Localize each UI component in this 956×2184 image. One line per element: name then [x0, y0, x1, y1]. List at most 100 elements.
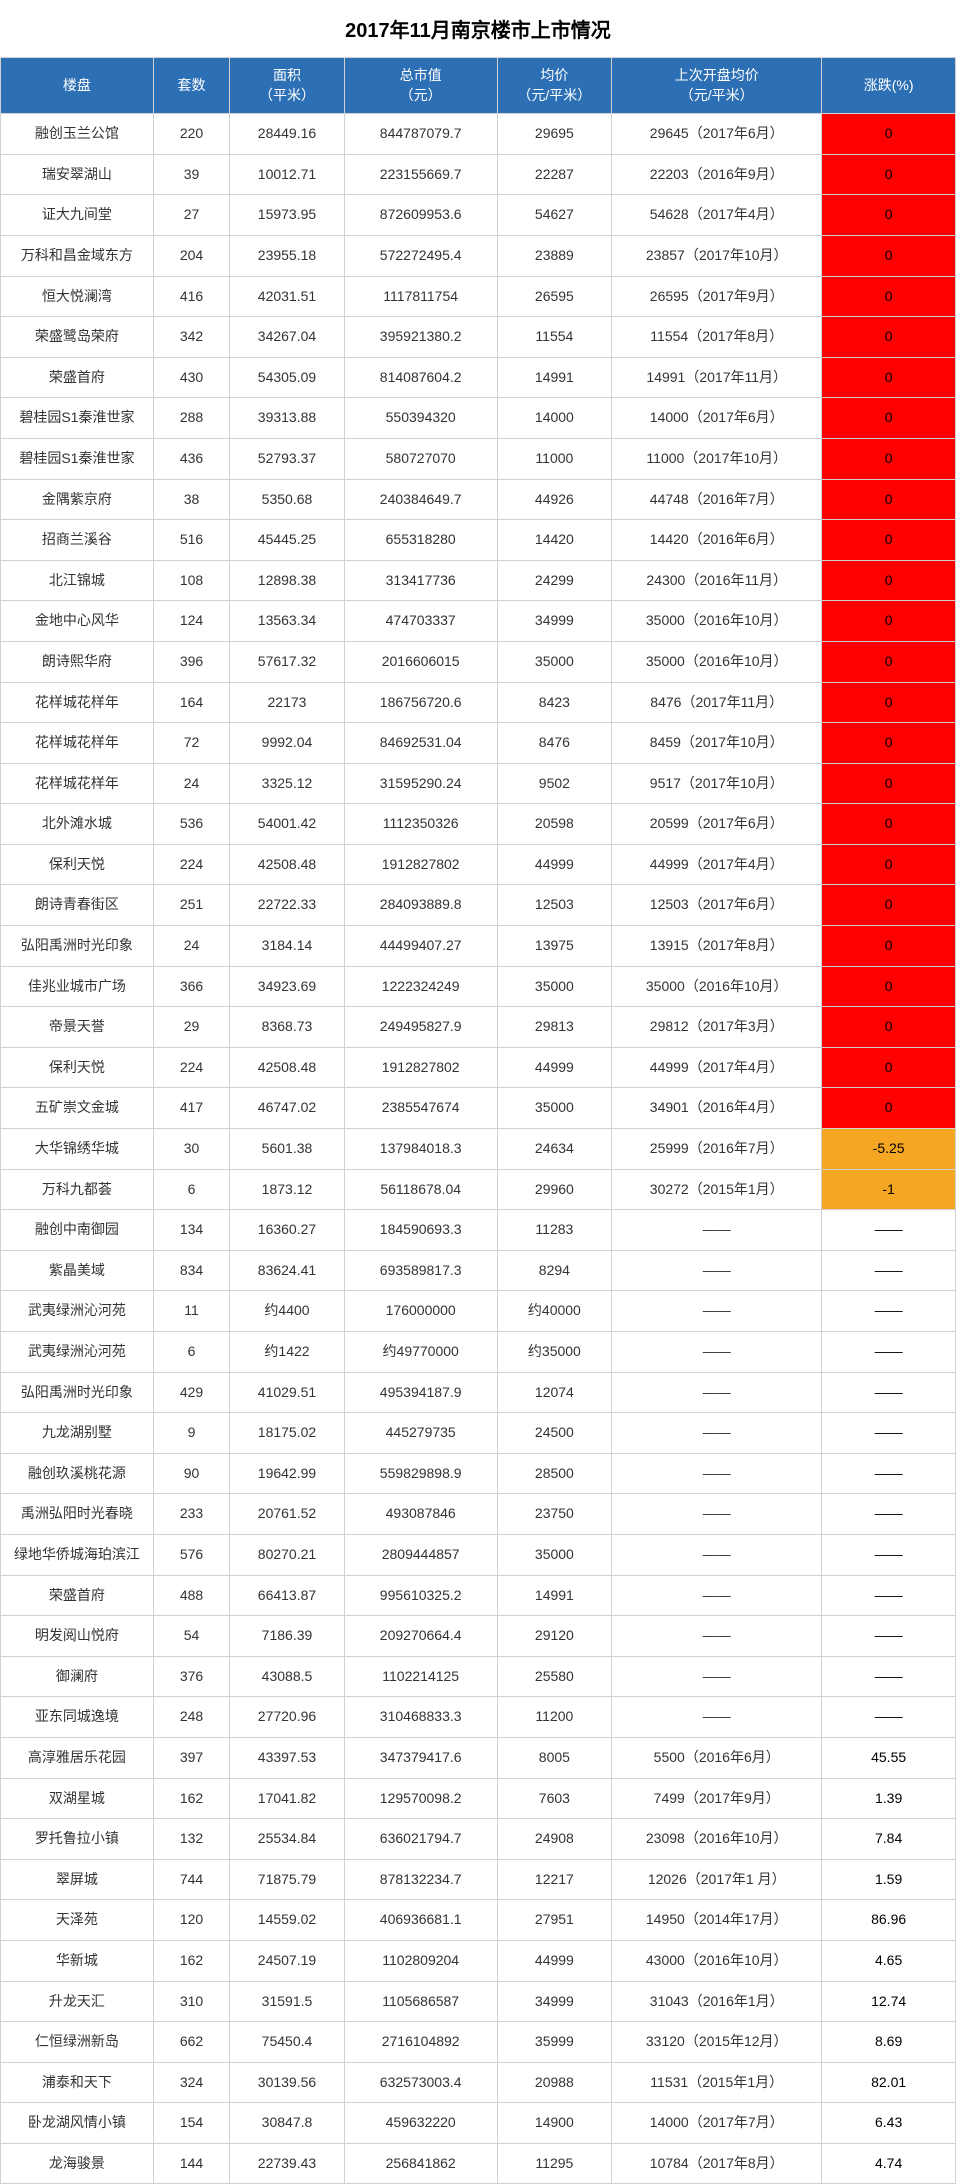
table-row: 朗诗青春街区25122722.33284093889.81250312503（2… — [1, 885, 956, 926]
cell-count: 24 — [153, 763, 229, 804]
table-row: 瑞安翠湖山3910012.71223155669.72228722203（201… — [1, 154, 956, 195]
cell-change: 0 — [822, 926, 956, 967]
cell-avg: 35999 — [497, 2022, 612, 2063]
cell-total: 878132234.7 — [344, 1859, 497, 1900]
cell-avg: 14000 — [497, 398, 612, 439]
cell-name: 弘阳禹洲时光印象 — [1, 926, 154, 967]
cell-change: 86.96 — [822, 1900, 956, 1941]
cell-name: 金地中心风华 — [1, 601, 154, 642]
table-row: 保利天悦22442508.4819128278024499944999（2017… — [1, 844, 956, 885]
table-row: 荣盛首府43054305.09814087604.21499114991（201… — [1, 357, 956, 398]
cell-avg: 35000 — [497, 1534, 612, 1575]
cell-count: 134 — [153, 1210, 229, 1251]
table-row: 北外滩水城53654001.4211123503262059820599（201… — [1, 804, 956, 845]
cell-area: 20761.52 — [230, 1494, 345, 1535]
cell-avg: 54627 — [497, 195, 612, 236]
cell-total: 184590693.3 — [344, 1210, 497, 1251]
cell-total: 240384649.7 — [344, 479, 497, 520]
cell-name: 绿地华侨城海珀滨江 — [1, 1534, 154, 1575]
table-row: 万科和昌金域东方20423955.18572272495.42388923857… — [1, 235, 956, 276]
cell-last: 29645（2017年6月） — [612, 114, 822, 155]
table-row: 卧龙湖风情小镇15430847.84596322201490014000（201… — [1, 2103, 956, 2144]
cell-count: 396 — [153, 641, 229, 682]
cell-total: 347379417.6 — [344, 1737, 497, 1778]
table-row: 御澜府37643088.5110221412525580———— — [1, 1656, 956, 1697]
cell-total: 176000000 — [344, 1291, 497, 1332]
cell-area: 34923.69 — [230, 966, 345, 1007]
cell-name: 亚东同城逸境 — [1, 1697, 154, 1738]
table-row: 北江锦城10812898.383134177362429924300（2016年… — [1, 560, 956, 601]
cell-avg: 20598 — [497, 804, 612, 845]
table-row: 紫晶美域83483624.41693589817.38294———— — [1, 1250, 956, 1291]
cell-total: 1105686587 — [344, 1981, 497, 2022]
cell-last: 26595（2017年9月） — [612, 276, 822, 317]
cell-change: 0 — [822, 520, 956, 561]
table-row: 金地中心风华12413563.344747033373499935000（201… — [1, 601, 956, 642]
cell-total: 493087846 — [344, 1494, 497, 1535]
table-row: 浦泰和天下32430139.56632573003.42098811531（20… — [1, 2062, 956, 2103]
cell-avg: 14991 — [497, 1575, 612, 1616]
cell-area: 3325.12 — [230, 763, 345, 804]
cell-count: 29 — [153, 1007, 229, 1048]
cell-avg: 29120 — [497, 1616, 612, 1657]
cell-name: 花样城花样年 — [1, 723, 154, 764]
cell-area: 30139.56 — [230, 2062, 345, 2103]
cell-change: 0 — [822, 601, 956, 642]
cell-area: 5350.68 — [230, 479, 345, 520]
cell-total: 814087604.2 — [344, 357, 497, 398]
table-row: 荣盛鹭岛荣府34234267.04395921380.21155411554（2… — [1, 317, 956, 358]
cell-avg: 8294 — [497, 1250, 612, 1291]
cell-total: 636021794.7 — [344, 1819, 497, 1860]
cell-area: 25534.84 — [230, 1819, 345, 1860]
cell-change: 0 — [822, 195, 956, 236]
cell-area: 54305.09 — [230, 357, 345, 398]
cell-change: 82.01 — [822, 2062, 956, 2103]
cell-total: 693589817.3 — [344, 1250, 497, 1291]
cell-count: 6 — [153, 1169, 229, 1210]
cell-last: —— — [612, 1250, 822, 1291]
cell-area: 13563.34 — [230, 601, 345, 642]
cell-last: 23857（2017年10月） — [612, 235, 822, 276]
cell-count: 132 — [153, 1819, 229, 1860]
cell-count: 11 — [153, 1291, 229, 1332]
cell-total: 223155669.7 — [344, 154, 497, 195]
col-avg: 均价（元/平米） — [497, 58, 612, 114]
cell-name: 融创中南御园 — [1, 1210, 154, 1251]
cell-total: 137984018.3 — [344, 1129, 497, 1170]
cell-area: 42508.48 — [230, 844, 345, 885]
cell-area: 3184.14 — [230, 926, 345, 967]
cell-change: 45.55 — [822, 1737, 956, 1778]
cell-change: 0 — [822, 1007, 956, 1048]
cell-last: 11000（2017年10月） — [612, 438, 822, 479]
cell-total: 284093889.8 — [344, 885, 497, 926]
cell-count: 38 — [153, 479, 229, 520]
cell-total: 395921380.2 — [344, 317, 497, 358]
cell-change: —— — [822, 1494, 956, 1535]
cell-name: 招商兰溪谷 — [1, 520, 154, 561]
cell-change: 0 — [822, 154, 956, 195]
cell-avg: 29695 — [497, 114, 612, 155]
cell-avg: 34999 — [497, 601, 612, 642]
cell-last: —— — [612, 1291, 822, 1332]
cell-count: 72 — [153, 723, 229, 764]
cell-area: 57617.32 — [230, 641, 345, 682]
cell-change: 12.74 — [822, 1981, 956, 2022]
cell-change: 0 — [822, 357, 956, 398]
cell-last: 31043（2016年1月） — [612, 1981, 822, 2022]
cell-avg: 11295 — [497, 2143, 612, 2184]
cell-count: 429 — [153, 1372, 229, 1413]
table-row: 九龙湖别墅918175.0244527973524500———— — [1, 1413, 956, 1454]
cell-avg: 44926 — [497, 479, 612, 520]
cell-avg: 24500 — [497, 1413, 612, 1454]
cell-avg: 12503 — [497, 885, 612, 926]
page-title: 2017年11月南京楼市上市情况 — [0, 0, 956, 57]
table-row: 花样城花样年243325.1231595290.2495029517（2017年… — [1, 763, 956, 804]
cell-total: 550394320 — [344, 398, 497, 439]
cell-avg: 44999 — [497, 1940, 612, 1981]
cell-name: 华新城 — [1, 1940, 154, 1981]
cell-avg: 44999 — [497, 1047, 612, 1088]
cell-avg: 23750 — [497, 1494, 612, 1535]
table-row: 融创玖溪桃花源9019642.99559829898.928500———— — [1, 1453, 956, 1494]
cell-change: —— — [822, 1534, 956, 1575]
cell-last: 34901（2016年4月） — [612, 1088, 822, 1129]
